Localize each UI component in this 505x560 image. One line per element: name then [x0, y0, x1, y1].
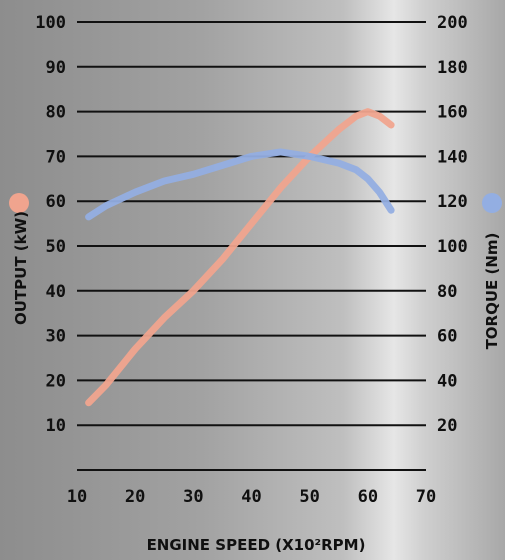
right-axis-ticks: 20 40 60 80 100 120 140 160 180 200 [437, 13, 468, 436]
output-series-line [85, 108, 395, 407]
right-tick-label: 120 [437, 192, 468, 212]
right-tick-label: 180 [437, 58, 468, 78]
x-tick-label: 40 [241, 487, 261, 507]
torque-series-line [85, 148, 395, 221]
torque-legend-dot [482, 193, 502, 213]
left-axis-title: OUTPUT (kW) [12, 211, 30, 325]
right-tick-label: 100 [437, 237, 468, 257]
left-tick-label: 100 [35, 13, 66, 33]
left-tick-label: 50 [46, 237, 66, 257]
left-tick-label: 70 [46, 147, 66, 167]
left-axis-ticks: 10 20 30 40 50 60 70 80 90 100 [35, 13, 66, 436]
left-tick-label: 80 [46, 103, 66, 123]
x-tick-label: 10 [67, 487, 87, 507]
x-axis-title: ENGINE SPEED (X10²RPM) [147, 536, 366, 554]
x-axis-ticks: 10 20 30 40 50 60 70 [67, 487, 436, 507]
right-tick-label: 60 [437, 327, 457, 347]
left-tick-label: 60 [46, 192, 66, 212]
right-tick-label: 160 [437, 103, 468, 123]
x-tick-label: 50 [299, 487, 319, 507]
x-tick-label: 20 [125, 487, 145, 507]
right-axis-title: TORQUE (Nm) [483, 233, 501, 350]
gridlines [77, 21, 426, 471]
right-tick-label: 200 [437, 13, 468, 33]
right-tick-label: 80 [437, 282, 457, 302]
output-legend-dot [9, 193, 29, 213]
left-tick-label: 20 [46, 371, 66, 391]
left-tick-label: 90 [46, 58, 66, 78]
left-tick-label: 10 [46, 416, 66, 436]
left-tick-label: 30 [46, 327, 66, 347]
series-lines [85, 108, 395, 407]
right-tick-label: 40 [437, 371, 457, 391]
x-tick-label: 70 [416, 487, 436, 507]
right-tick-label: 20 [437, 416, 457, 436]
left-tick-label: 40 [46, 282, 66, 302]
right-tick-label: 140 [437, 147, 468, 167]
x-tick-label: 30 [183, 487, 203, 507]
x-tick-label: 60 [358, 487, 378, 507]
